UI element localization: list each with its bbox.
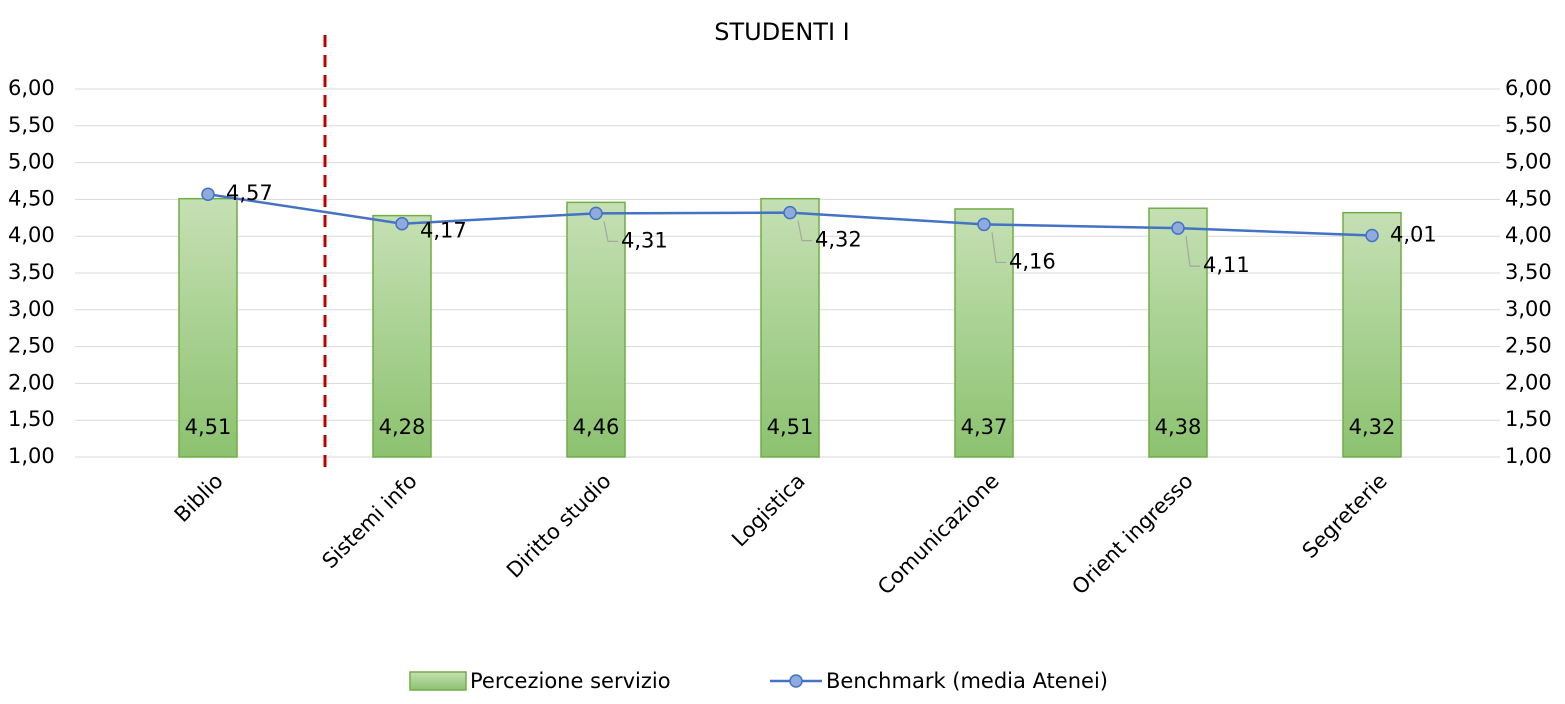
- y2-tick-label: 1,50: [1505, 407, 1552, 431]
- legend-label: Benchmark (media Atenei): [826, 669, 1108, 693]
- leader-line: [603, 221, 618, 242]
- y2-tick-label: 2,50: [1505, 334, 1552, 358]
- bar: [954, 208, 1014, 458]
- x-tick-label: Diritto studio: [502, 469, 616, 583]
- y-tick-label: 6,00: [8, 76, 55, 100]
- y-tick-label: 2,00: [8, 370, 55, 394]
- y-tick-label: 4,50: [8, 186, 55, 210]
- y2-tick-label: 5,50: [1505, 113, 1552, 137]
- bar: [372, 214, 432, 458]
- line-value-label: 4,17: [420, 219, 467, 243]
- x-tick-label: Comunicazione: [873, 469, 1004, 600]
- x-tick-label: Sistemi info: [317, 469, 421, 573]
- line-marker: [1171, 221, 1185, 235]
- bar-value-label: 4,46: [573, 415, 620, 439]
- y2-tick-label: 4,50: [1505, 186, 1552, 210]
- line-marker: [783, 205, 797, 220]
- legend-marker: [789, 674, 803, 688]
- line-value-label: 4,01: [1390, 222, 1437, 246]
- y2-tick-label: 6,00: [1505, 76, 1552, 100]
- y-tick-label: 4,00: [8, 223, 55, 247]
- bar-value-label: 4,28: [379, 415, 426, 439]
- bar: [178, 197, 238, 458]
- bar: [566, 201, 626, 458]
- bar-value-label: 4,51: [185, 415, 232, 439]
- y2-tick-label: 1,00: [1505, 444, 1552, 468]
- line-value-label: 4,11: [1203, 253, 1250, 277]
- line-value-label: 4,31: [621, 228, 668, 252]
- x-tick-label: Logistica: [727, 469, 810, 552]
- y2-tick-label: 4,00: [1505, 223, 1552, 247]
- bar-value-label: 4,37: [961, 415, 1008, 439]
- chart-title: STUDENTI I: [714, 18, 850, 46]
- y-tick-label: 5,50: [8, 113, 55, 137]
- line-value-label: 4,16: [1009, 249, 1056, 273]
- y2-tick-label: 2,00: [1505, 370, 1552, 394]
- x-tick-label: Biblio: [170, 469, 228, 527]
- y2-tick-label: 3,50: [1505, 260, 1552, 284]
- bar: [1148, 207, 1208, 458]
- legend-swatch: [409, 671, 467, 691]
- line-marker: [201, 187, 215, 201]
- legend-label: Percezione servizio: [470, 669, 671, 693]
- bar-value-label: 4,51: [767, 415, 814, 439]
- y-tick-label: 1,00: [8, 444, 55, 468]
- x-tick-label: Segreterie: [1298, 469, 1392, 563]
- line-value-label: 4,57: [226, 181, 273, 205]
- leader-line: [1185, 236, 1200, 267]
- line-marker: [395, 216, 409, 231]
- x-tick-label: Orient ingresso: [1067, 469, 1197, 599]
- y-tick-label: 1,50: [8, 407, 55, 431]
- y-tick-label: 2,50: [8, 334, 55, 358]
- line-value-label: 4,32: [815, 228, 862, 252]
- line-marker: [977, 217, 991, 232]
- y-tick-label: 3,50: [8, 260, 55, 284]
- leader-line: [991, 232, 1006, 264]
- bar: [760, 197, 820, 458]
- line-marker: [589, 206, 603, 221]
- bar-value-label: 4,32: [1349, 415, 1396, 439]
- line-marker: [1365, 228, 1379, 243]
- bar-value-label: 4,38: [1155, 415, 1202, 439]
- y-tick-label: 3,00: [8, 297, 55, 321]
- leader-line: [797, 220, 812, 242]
- y2-tick-label: 3,00: [1505, 297, 1552, 321]
- y-tick-label: 5,00: [8, 150, 55, 174]
- y2-tick-label: 5,00: [1505, 150, 1552, 174]
- bar: [1342, 211, 1402, 458]
